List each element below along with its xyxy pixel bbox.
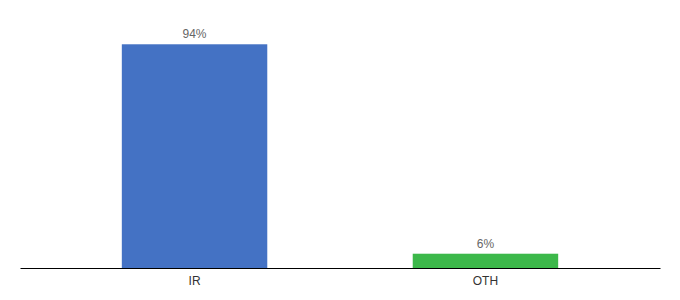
plot: IR OTH 94% 6% [21, 27, 661, 287]
data-label: 6% [477, 237, 495, 251]
x-axis-line [21, 268, 661, 269]
bars [122, 44, 558, 268]
bar [122, 44, 267, 268]
data-labels: 94% 6% [183, 27, 495, 250]
x-axis: IR OTH [21, 269, 661, 288]
x-tick-label: IR [189, 274, 201, 288]
data-label: 94% [183, 27, 207, 41]
x-tick: OTH [473, 274, 498, 288]
bar [413, 254, 558, 268]
x-tick-label: OTH [473, 274, 498, 288]
x-tick: IR [189, 274, 201, 288]
chart: IR OTH 94% 6% [0, 0, 680, 300]
